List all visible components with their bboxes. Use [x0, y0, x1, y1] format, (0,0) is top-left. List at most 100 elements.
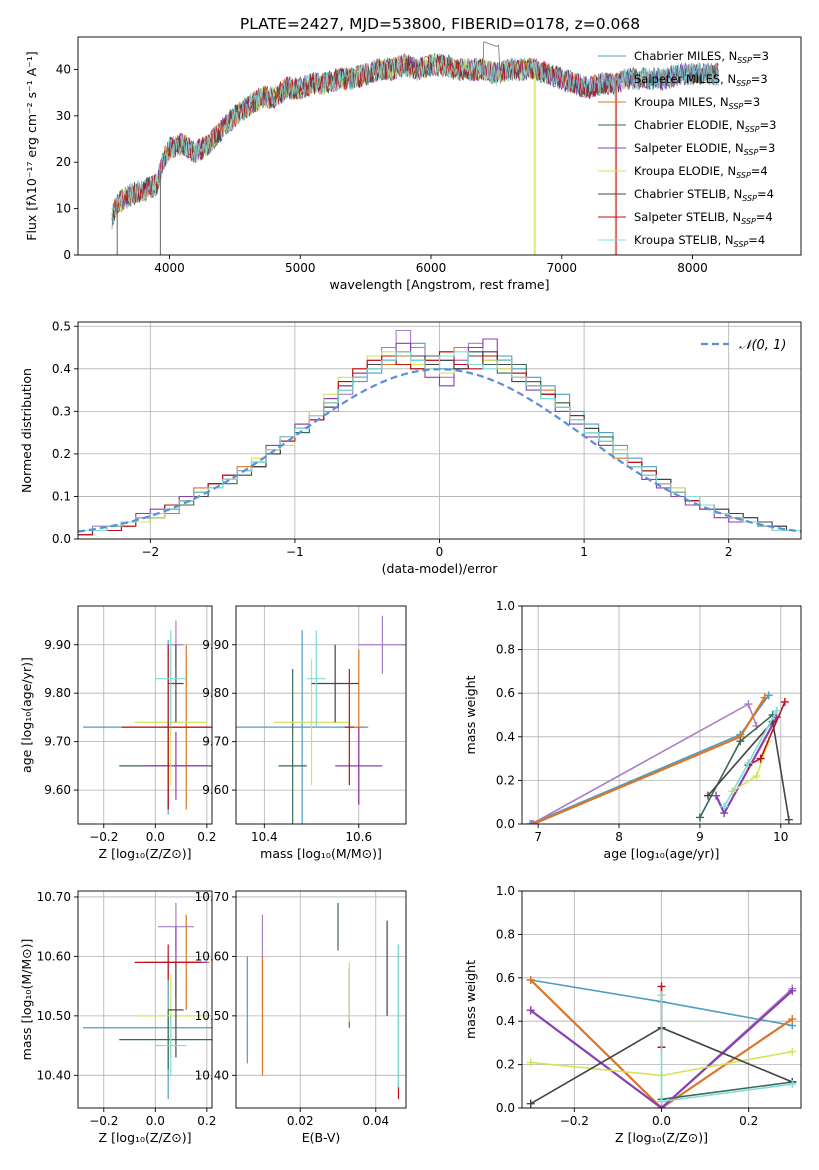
weight-marker [736, 737, 745, 746]
x-tick-label: 0.2 [197, 830, 216, 844]
weight-vs-z-xlabel: Z [log₁₀(Z/Z⊙)] [615, 1130, 708, 1145]
x-tick-label: −2 [141, 545, 159, 559]
weight-vs-age-xlabel: age [log₁₀(age/yr)] [604, 846, 720, 861]
legend-label-sub: SSP [736, 79, 751, 88]
spectrum-legend-label: Kroupa MILES, NSSP=3 [634, 95, 760, 111]
legend-label-sub: SSP [741, 217, 756, 226]
weight-marker [529, 820, 538, 824]
legend-label-main: Kroupa MILES, N [634, 95, 729, 109]
plot-area [526, 975, 797, 1108]
weight-vs-z-ylabel: mass weight [463, 960, 478, 1039]
plot-area [246, 902, 400, 1100]
weight-series-2 [529, 979, 793, 1108]
spectrum-series-7 [111, 53, 618, 255]
y-tick-label: 0.1 [52, 489, 71, 503]
legend-label-suffix: =4 [751, 164, 768, 178]
spectrum-legend-label: Salpeter STELIB, NSSP=4 [634, 210, 773, 226]
y-tick-label: 0.2 [496, 1058, 515, 1072]
legend-label-suffix: =3 [760, 118, 777, 132]
weight-marker [756, 754, 765, 763]
weight-series-8 [723, 710, 778, 807]
x-tick-label: −0.2 [89, 1114, 118, 1128]
weight-marker [772, 706, 781, 715]
weight-vs-age-panel: 7 8 9 10 0.0 0.2 0.4 0.6 0.8 1.0 age [log₁₀(age/yr… [463, 599, 802, 861]
age-vs-z-xlabel: Z [log₁₀(Z/Z⊙)] [99, 846, 192, 861]
y-tick-label: 9.60 [44, 783, 71, 797]
weight-marker [764, 691, 773, 700]
y-tick-label: 30 [56, 109, 71, 123]
legend-label-suffix: =3 [752, 49, 769, 63]
mass-vs-ebv-frame [235, 890, 407, 1109]
legend-label-sub: SSP [729, 102, 744, 111]
hist-legend-label: 𝒩(0, 1) [739, 338, 786, 353]
y-tick-label: 1.0 [496, 599, 515, 613]
y-tick-label: 0.6 [496, 686, 515, 700]
x-tick-label: 10 [773, 830, 788, 844]
weight-marker [526, 820, 535, 824]
x-tick-label: 10.4 [251, 830, 278, 844]
mass-vs-z-xlabel: Z [log₁₀(Z/Z⊙)] [99, 1130, 192, 1145]
weight-marker [657, 982, 666, 991]
x-tick-label: −0.2 [560, 1114, 589, 1128]
spectrum-xlabel: wavelength [Angstrom, rest frame] [329, 277, 549, 292]
weight-marker [526, 1099, 535, 1108]
y-tick-label: 0.4 [496, 730, 515, 744]
y-tick-label: 1.0 [496, 884, 515, 898]
residual-hist-panel: 𝒩(0, 1) −2 −1 0 1 2 0.0 0.1 0.2 0.3 0.4 0.5 (data-mo… [19, 319, 802, 576]
y-tick-label: 0.4 [52, 362, 71, 376]
spectrum-legend-label: Chabrier STELIB, NSSP=4 [634, 187, 774, 203]
legend-label-main: Kroupa ELODIE, N [634, 164, 736, 178]
age-vs-mass-xlabel: mass [log₁₀(M/M⊙)] [260, 846, 382, 861]
weight-marker [712, 791, 721, 800]
weight-marker [780, 697, 789, 706]
spectrum-frame [77, 36, 802, 256]
legend-label-main: Chabrier MILES, N [634, 49, 737, 63]
y-tick-label: 10.70 [195, 890, 229, 904]
legend-label-suffix: =3 [751, 72, 768, 86]
weight-marker [788, 1080, 797, 1089]
weight-marker [657, 1097, 666, 1106]
mass-vs-z-ylabel: mass [log₁₀(M/M⊙)] [19, 939, 34, 1061]
weight-marker [744, 700, 753, 709]
y-tick-label: 10.70 [37, 890, 71, 904]
weight-marker [526, 1058, 535, 1067]
figure-title: PLATE=2427, MJD=53800, FIBERID=0178, z=0… [240, 15, 640, 33]
plot-area [83, 902, 212, 1100]
y-tick-label: 10.50 [37, 1009, 71, 1023]
weight-marker [752, 772, 761, 781]
age-vs-mass-panel: 10.4 10.6 9.60 9.70 9.80 9.90 mass [log₁₀(M/M⊙… [202, 605, 407, 861]
y-tick-label: 10.50 [195, 1009, 229, 1023]
x-tick-label: 9 [696, 830, 704, 844]
plot-area [111, 41, 719, 255]
mass-vs-z-panel: −0.2 0.0 0.2 10.40 10.50 10.60 10.70 Z [log₁₀(Z… [19, 890, 216, 1145]
spectrum-legend-label: Chabrier MILES, NSSP=3 [634, 49, 769, 65]
legend-label-main: Kroupa STELIB, N [634, 233, 734, 247]
y-tick-label: 0.3 [52, 404, 71, 418]
weight-marker [695, 813, 704, 822]
y-tick-label: 10.40 [37, 1068, 71, 1082]
x-tick-label: 0.0 [146, 1114, 165, 1128]
x-tick-label: 0.0 [146, 830, 165, 844]
weight-vs-age-frame [521, 605, 802, 825]
normal-curve [78, 368, 801, 533]
spectrum-legend-label: Salpeter ELODIE, NSSP=3 [634, 141, 775, 157]
x-tick-label: 4000 [154, 261, 185, 275]
hist-legend: 𝒩(0, 1) [701, 338, 786, 353]
age-vs-mass-frame [235, 605, 407, 825]
weight-marker [788, 1015, 797, 1024]
spectrum-legend-label: Chabrier ELODIE, NSSP=3 [634, 118, 776, 134]
x-tick-label: 7 [534, 830, 542, 844]
plot-area [78, 329, 801, 536]
x-tick-label: 1 [580, 545, 588, 559]
y-tick-label: 0.4 [496, 1014, 515, 1028]
spectrum-panel: 4000 5000 6000 7000 8000 0 10 20 30 40 wavelength … [24, 36, 802, 292]
y-tick-label: 0.0 [52, 532, 71, 546]
legend-label-sub: SSP [734, 240, 749, 249]
spectrum-legend-label: Kroupa STELIB, NSSP=4 [634, 233, 765, 249]
x-tick-label: 0.2 [197, 1114, 216, 1128]
residual-hist-ylabel: Normed distribution [19, 368, 34, 493]
plot-area [236, 615, 406, 824]
weight-marker [526, 1006, 535, 1015]
x-tick-label: 8 [615, 830, 623, 844]
